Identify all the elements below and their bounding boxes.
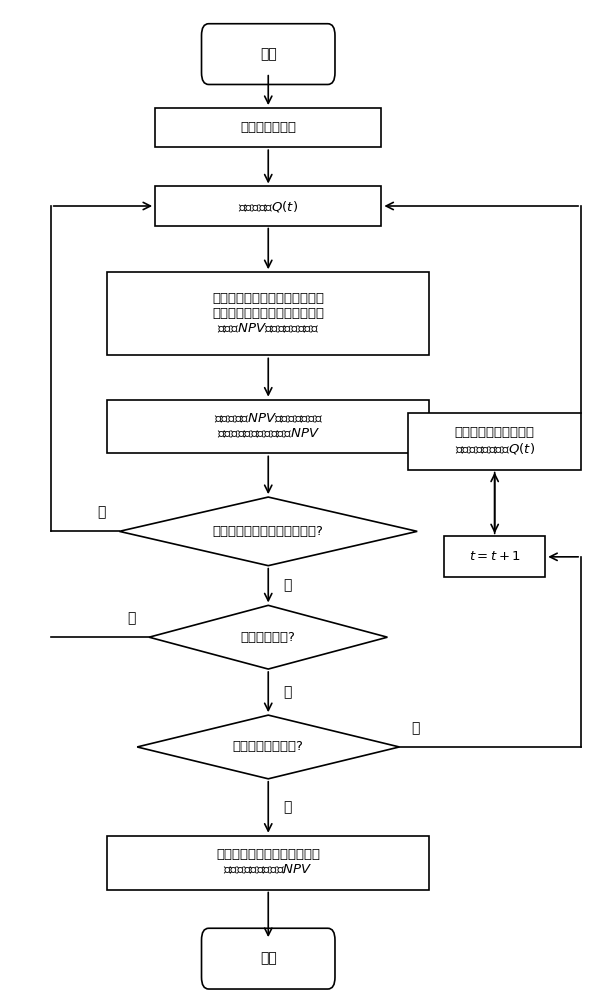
Text: 根据充电站站址坐标，划分服务
区域，计算充电机配置数量，以
净现值$NPV$为适应度进行评估: 根据充电站站址坐标，划分服务 区域，计算充电机配置数量，以 净现值$NPV$为适… <box>212 292 324 335</box>
Bar <box>155 108 381 147</box>
FancyBboxPatch shape <box>201 928 335 989</box>
Text: 满足电网约束?: 满足电网约束? <box>241 631 295 644</box>
Text: 是: 是 <box>283 685 291 699</box>
Text: 是: 是 <box>283 800 291 814</box>
Text: 否: 否 <box>411 721 420 735</box>
Bar <box>108 400 429 453</box>
Text: 开始: 开始 <box>260 47 277 61</box>
FancyBboxPatch shape <box>201 24 335 84</box>
Text: 否: 否 <box>127 611 136 625</box>
Polygon shape <box>149 605 387 669</box>
Text: 输出充电站的站址坐标、充电
机配置数量、净现值$NPV$: 输出充电站的站址坐标、充电 机配置数量、净现值$NPV$ <box>216 848 320 877</box>
Text: $t=t+1$: $t=t+1$ <box>469 550 521 563</box>
Text: 达到最大迭代次数?: 达到最大迭代次数? <box>233 740 303 753</box>
Bar <box>408 413 581 470</box>
Polygon shape <box>137 715 399 779</box>
Polygon shape <box>119 497 417 566</box>
Bar <box>444 536 545 577</box>
Bar <box>155 186 381 226</box>
Text: 记录净现值$NPV$最大时充电站的
站址坐标和对应的净现值$NPV$: 记录净现值$NPV$最大时充电站的 站址坐标和对应的净现值$NPV$ <box>214 412 323 441</box>
Text: 利用量子旋转门和交叉
变异产生新的种群$Q(t)$: 利用量子旋转门和交叉 变异产生新的种群$Q(t)$ <box>455 426 534 456</box>
Text: 是: 是 <box>283 579 291 593</box>
Text: 满足交通网络和用户需求约束?: 满足交通网络和用户需求约束? <box>213 525 323 538</box>
Text: 初始化种群$Q(t)$: 初始化种群$Q(t)$ <box>238 198 299 214</box>
Bar <box>108 836 429 890</box>
Text: 结束: 结束 <box>260 952 277 966</box>
Text: 否: 否 <box>97 506 106 520</box>
Bar <box>108 272 429 355</box>
Text: 初始化算法参数: 初始化算法参数 <box>240 121 296 134</box>
